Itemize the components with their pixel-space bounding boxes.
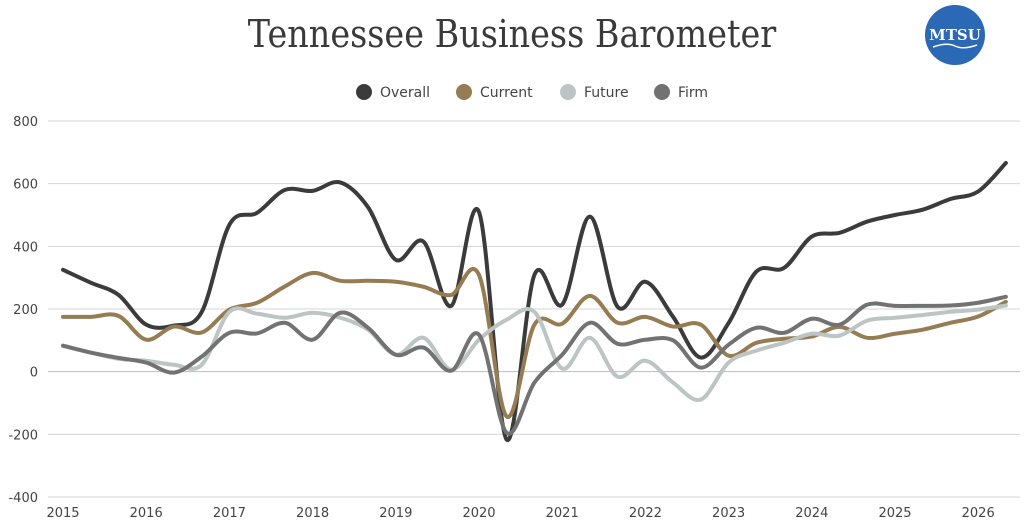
mtsu-logo: MTSU (925, 5, 985, 65)
legend-marker-firm (654, 84, 670, 100)
legend-label: Current (480, 85, 533, 101)
chart-title: Tennessee Business Barometer (247, 12, 777, 56)
y-tick-label: -200 (8, 428, 38, 443)
x-tick-label: 2021 (546, 506, 579, 521)
y-tick-label: 200 (13, 303, 38, 318)
x-tick-label: 2022 (629, 506, 662, 521)
y-tick-label: 600 (13, 178, 38, 193)
series-line-overall (61, 160, 1008, 442)
legend-marker-overall (356, 84, 372, 100)
x-tick-label: 2023 (712, 506, 745, 521)
series-line-current (61, 266, 1008, 419)
x-tick-label: 2019 (379, 506, 412, 521)
x-tick-label: 2025 (878, 506, 911, 521)
x-tick-label: 2018 (296, 506, 329, 521)
x-tick-label: 2024 (795, 506, 828, 521)
x-tick-label: 2026 (962, 506, 995, 521)
legend-marker-current (456, 84, 472, 100)
legend-label: Future (584, 85, 629, 101)
y-tick-label: -400 (8, 491, 38, 506)
y-tick-label: 400 (13, 240, 38, 255)
svg-text:MTSU: MTSU (929, 26, 981, 44)
x-tick-label: 2020 (462, 506, 495, 521)
y-tick-label: 800 (13, 115, 38, 130)
legend-marker-future (560, 84, 576, 100)
series-line-future (61, 303, 1008, 403)
legend-label: Firm (678, 85, 708, 101)
legend-label: Overall (380, 85, 430, 101)
y-tick-label: 0 (30, 366, 38, 381)
x-tick-label: 2016 (130, 506, 163, 521)
x-tick-label: 2017 (213, 506, 246, 521)
x-tick-label: 2015 (46, 506, 79, 521)
series-line-firm (61, 294, 1008, 436)
